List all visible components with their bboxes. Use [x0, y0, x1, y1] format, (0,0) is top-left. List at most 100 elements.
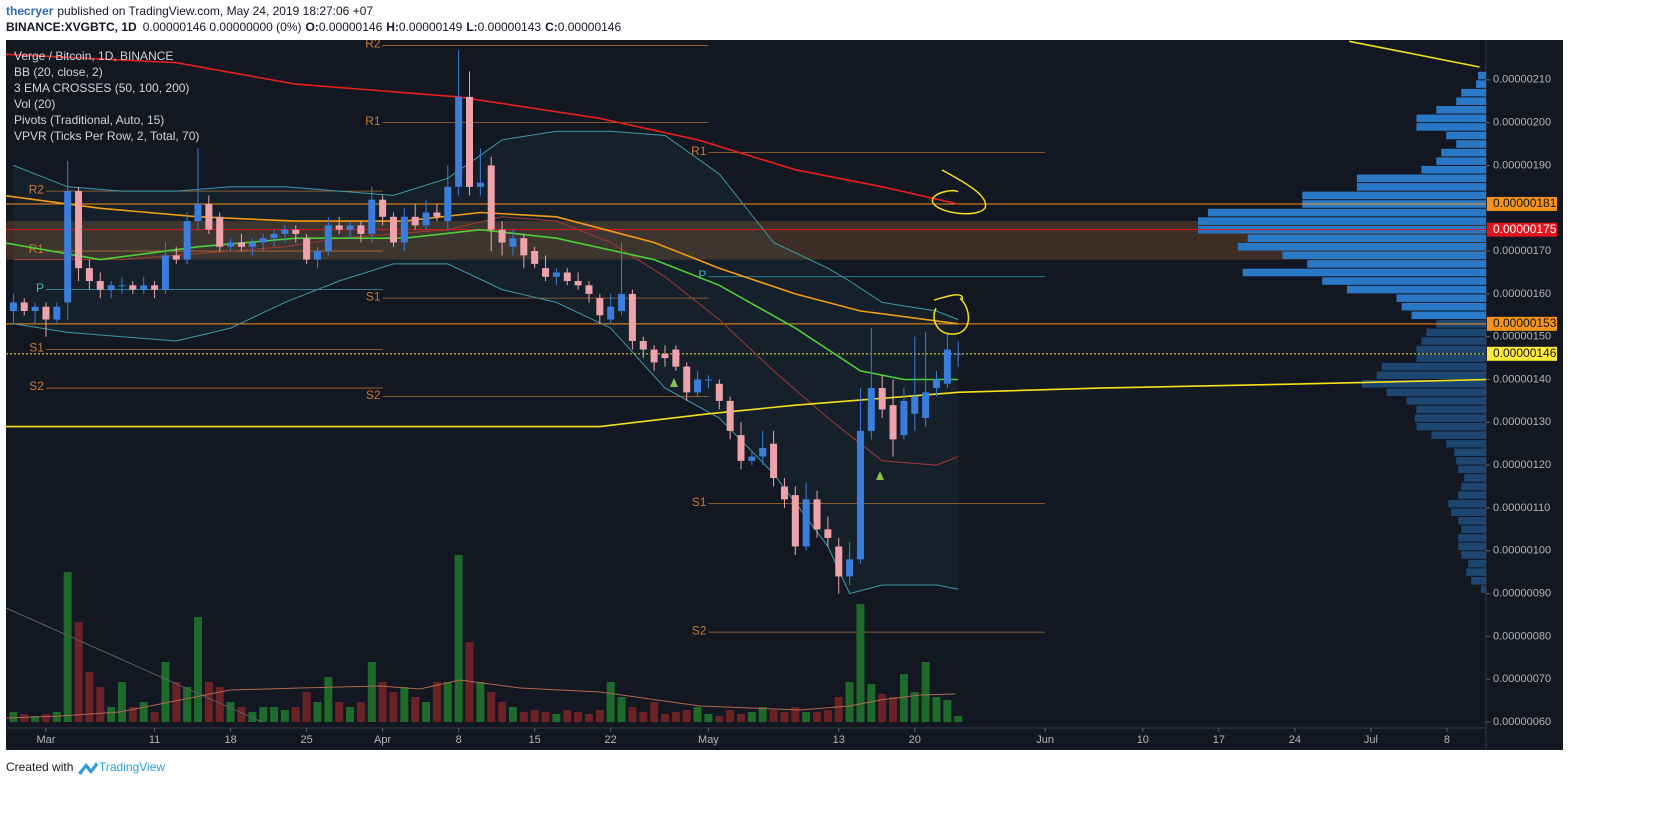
volume-bar [574, 712, 583, 722]
ohlc-key: L: [466, 20, 477, 34]
candle-body [639, 340, 647, 350]
candle-body [368, 199, 376, 234]
ema-line [6, 53, 959, 205]
volume-bar [595, 710, 604, 722]
volume-bar [878, 694, 887, 722]
volume-bar [85, 672, 94, 722]
footer-brand[interactable]: TradingView [99, 760, 165, 774]
candle-body [715, 383, 723, 401]
candle-body [846, 559, 854, 577]
vpvr-row [1461, 551, 1486, 559]
volume-bar [639, 712, 648, 722]
volume-bar [215, 687, 224, 722]
vpvr-row [1421, 165, 1486, 174]
volume-bar [226, 702, 235, 722]
legend-item: Vol (20) [14, 97, 55, 111]
volume-bar [617, 697, 626, 722]
volume-bar [552, 714, 561, 722]
candle-body [726, 400, 734, 431]
x-tick-label: 10 [1137, 734, 1149, 746]
vpvr-row [1451, 508, 1486, 517]
volume-bar [671, 712, 680, 722]
vpvr-row [1242, 268, 1486, 277]
volume-bar [487, 692, 496, 722]
volume-bar [791, 707, 800, 722]
candle-body [737, 435, 745, 461]
volume-bar [270, 707, 279, 722]
vpvr-row [1302, 191, 1486, 200]
vpvr-row [1356, 183, 1486, 191]
volume-bar [443, 682, 452, 722]
vpvr-row [1414, 414, 1486, 422]
legend: Verge / Bitcoin, 1D, BINANCE BB (20, clo… [14, 49, 199, 143]
candle-body [53, 306, 61, 320]
volume-bar [259, 707, 268, 722]
y-tick-label: 0.00000120 [1493, 459, 1551, 471]
x-tick-label: Jul [1364, 734, 1378, 746]
volume-bar [204, 682, 213, 722]
volume-bar [834, 697, 843, 722]
bb-fill [13, 131, 959, 594]
candle-body [324, 225, 332, 252]
volume-bar [324, 677, 333, 722]
x-tick-label: Apr [374, 734, 391, 746]
volume-ma [5, 679, 956, 719]
x-tick-label: 13 [833, 734, 845, 746]
vpvr-row [1282, 251, 1486, 260]
candle-body [650, 349, 658, 363]
candle-body [487, 165, 495, 230]
vpvr-row [1421, 337, 1486, 345]
candle-body [75, 191, 83, 269]
y-tick-label: 0.00000100 [1493, 545, 1551, 557]
volume-bar [606, 682, 615, 722]
author[interactable]: thecryer [6, 4, 54, 18]
x-tick-label: 8 [456, 734, 462, 746]
drawing-circle [931, 169, 987, 215]
vpvr-row [1458, 534, 1486, 542]
candle-body [346, 225, 354, 230]
candle-body [444, 186, 452, 222]
pivot-label: R2 [29, 182, 45, 196]
volume-bar [541, 712, 550, 722]
candle-body [683, 366, 691, 393]
volume-bar [726, 710, 735, 722]
volume-bar [422, 702, 431, 722]
y-tick-label: 0.00000060 [1493, 716, 1551, 728]
volume-bar [346, 707, 355, 722]
candle-body [824, 529, 832, 538]
vpvr-row [1396, 294, 1486, 302]
price-tag [1487, 196, 1557, 211]
volume-bar [813, 712, 822, 722]
candle-body [183, 221, 191, 260]
candle-body [237, 242, 245, 247]
x-tick-label: 25 [300, 734, 312, 746]
volume-bar [943, 700, 952, 722]
candle-body [878, 388, 886, 410]
signal-triangle [876, 471, 884, 480]
candle-body [694, 379, 702, 393]
volume-bar [183, 687, 192, 722]
pivot-label: R2 [365, 37, 381, 51]
volume-bar [704, 714, 713, 722]
candle-body [476, 182, 484, 187]
candle-body [867, 388, 875, 431]
candle-body [151, 285, 159, 290]
volume-bar [823, 710, 832, 722]
y-tick-label: 0.00000130 [1493, 416, 1551, 428]
ohlc-value: 0.00000143 [478, 20, 542, 34]
vpvr-row [1416, 345, 1486, 354]
vpvr-row [1476, 80, 1486, 88]
candle-body [563, 272, 571, 282]
x-tick-label: 17 [1213, 734, 1225, 746]
candle-body [379, 199, 387, 217]
vpvr-row [1481, 585, 1486, 594]
volume-bar [432, 682, 441, 722]
ema-line [6, 228, 959, 381]
volume-bar [280, 710, 289, 722]
pivot-label: P [36, 281, 44, 295]
legend-item: Pivots (Traditional, Auto, 15) [14, 113, 164, 127]
vpvr-row [1436, 157, 1486, 165]
volume-bar [454, 555, 463, 722]
pivot-label: R1 [691, 144, 707, 158]
header-line: thecryer published on TradingView.com, Ma… [6, 4, 373, 18]
